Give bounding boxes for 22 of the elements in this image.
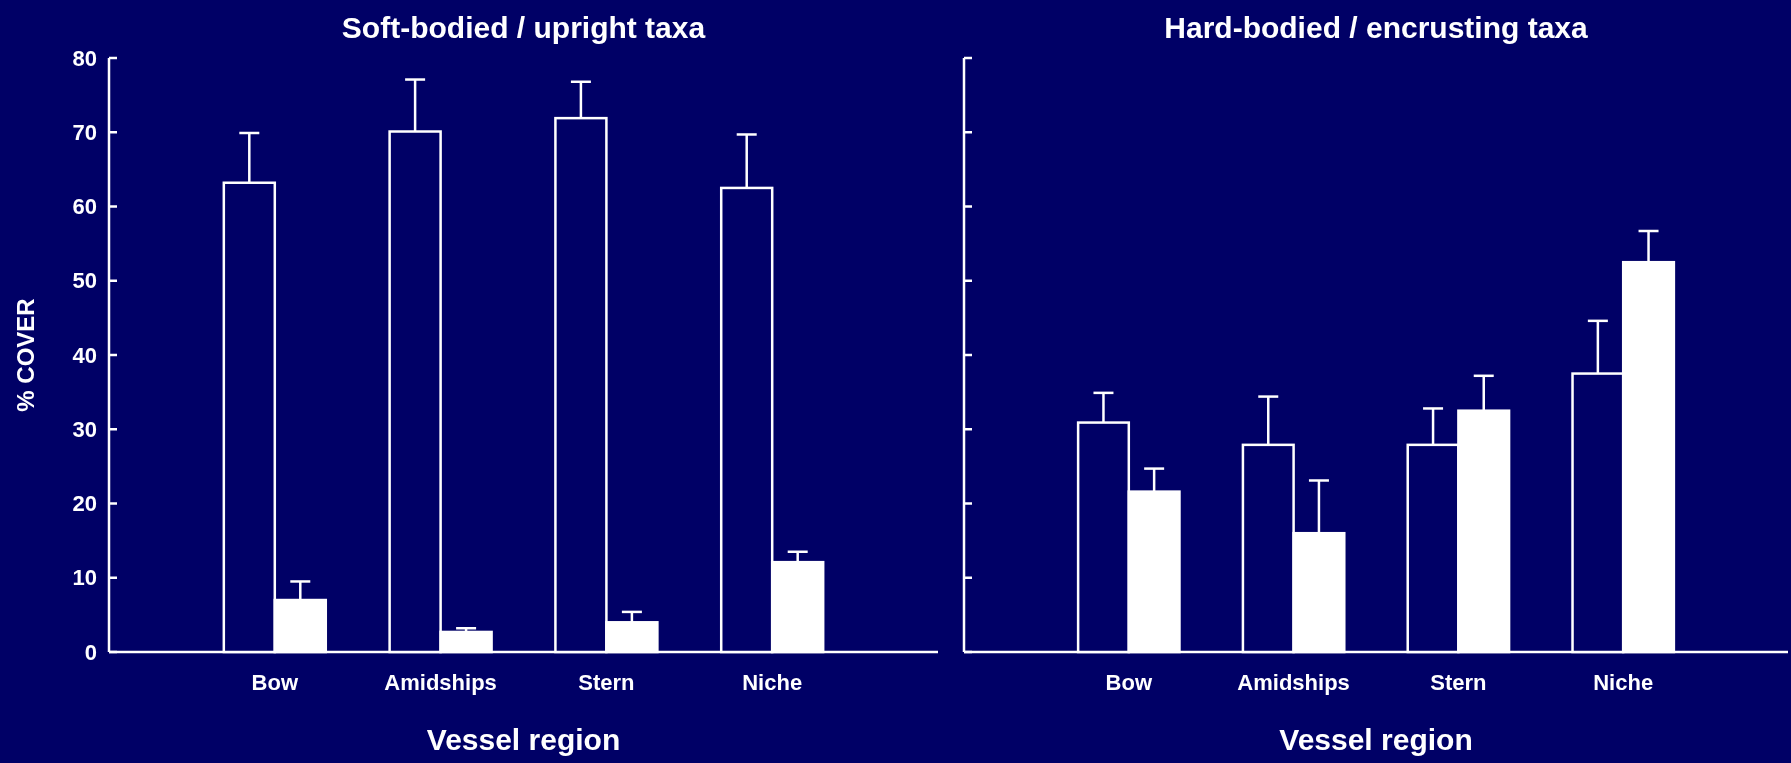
x-tick-label: Bow <box>251 670 299 695</box>
y-tick-label: 0 <box>84 639 97 665</box>
x-tick-label: Bow <box>1105 670 1153 695</box>
x-tick-label: Amidships <box>384 670 497 695</box>
chart-title: Soft-bodied / upright taxa <box>341 11 706 44</box>
x-tick-label: Amidships <box>1237 670 1350 695</box>
y-tick-label: 80 <box>72 45 97 71</box>
chart-title: Hard-bodied / encrusting taxa <box>1164 11 1589 44</box>
y-tick-label: 30 <box>72 416 97 442</box>
y-tick-label: 20 <box>72 491 97 517</box>
x-tick-label: Stern <box>578 670 635 695</box>
x-tick-label: Niche <box>1593 670 1654 695</box>
y-axis-title: % COVER <box>12 298 39 412</box>
y-tick-label: 60 <box>72 194 97 220</box>
x-tick-label: Stern <box>1430 670 1487 695</box>
y-tick-label: 10 <box>72 565 97 591</box>
y-tick-label: 70 <box>72 119 97 145</box>
y-tick-label: 50 <box>72 268 97 294</box>
x-axis-title: Vessel region <box>426 723 621 756</box>
y-tick-label: 40 <box>72 342 97 368</box>
x-tick-label: Niche <box>742 670 803 695</box>
x-axis-title: Vessel region <box>1279 723 1473 756</box>
